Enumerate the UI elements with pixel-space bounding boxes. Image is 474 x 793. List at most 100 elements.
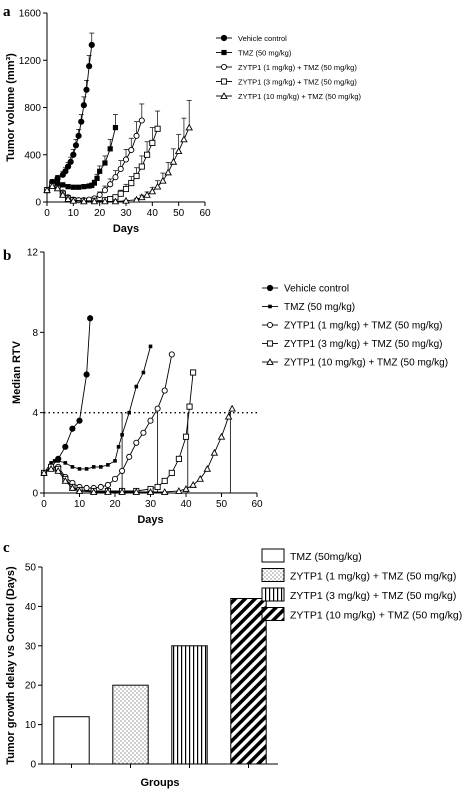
data-point-zytp1-1-mg-kg-tmz-50-mg-kg	[111, 475, 119, 482]
data-point-zytp1-3-mg-kg-tmz-50-mg-kg	[186, 403, 193, 410]
x-tick-label: 20	[94, 208, 106, 219]
data-point-zytp1-10-mg-kg-tmz-50-mg-kg	[189, 481, 197, 488]
data-point-zytp1-10-mg-kg-tmz-50-mg-kg	[89, 488, 98, 495]
data-point-vehicle-control	[62, 168, 69, 175]
y-tick-label: 0	[32, 489, 38, 500]
data-point-zytp1-10-mg-kg-tmz-50-mg-kg	[47, 464, 55, 472]
legend-marker-filled-circle-1	[266, 284, 274, 292]
legend-swatch-dots	[261, 568, 285, 582]
data-point-zytp1-3-mg-kg-tmz-50-mg-kg	[133, 172, 140, 180]
x-tick-label: 30	[120, 208, 132, 219]
data-point-tmz-50-mg-kg	[94, 175, 100, 181]
legend-label-zytp1-10-mg-kg-tmz-50-mg-kg: ZYTP1 (10 mg/kg) + TMZ (50 mg/kg)	[290, 610, 462, 622]
data-point-zytp1-10-mg-kg-tmz-50-mg-kg	[138, 193, 146, 201]
legend-marker-open-square-4	[266, 340, 274, 347]
data-point-zytp1-10-mg-kg-tmz-50-mg-kg	[174, 147, 183, 155]
legend-label-tmz-50mg-kg: TMZ (50mg/kg)	[290, 551, 362, 563]
y-axis-title: Tumor volume (mm³)	[5, 53, 17, 162]
data-point-tmz-50-mg-kg	[99, 465, 103, 469]
data-point-zytp1-1-mg-kg-tmz-50-mg-kg	[107, 181, 114, 188]
data-point-zytp1-10-mg-kg-tmz-50-mg-kg	[182, 485, 190, 492]
data-point-zytp1-1-mg-kg-tmz-50-mg-kg	[168, 351, 175, 358]
data-point-zytp1-1-mg-kg-tmz-50-mg-kg	[122, 156, 130, 163]
data-point-vehicle-control	[64, 163, 72, 170]
data-point-tmz-50-mg-kg	[76, 184, 82, 190]
data-point-tmz-50-mg-kg	[102, 160, 108, 166]
legend-marker-open-circle-3	[220, 63, 228, 71]
data-point-zytp1-10-mg-kg-tmz-50-mg-kg	[143, 190, 151, 198]
data-point-zytp1-1-mg-kg-tmz-50-mg-kg	[97, 483, 104, 491]
data-point-tmz-50-mg-kg	[113, 459, 117, 463]
data-point-zytp1-1-mg-kg-tmz-50-mg-kg	[83, 484, 90, 492]
legend-label-zytp1-3-mg-kg-tmz-50-mg-kg: ZYTP1 (3 mg/kg) + TMZ (50 mg/kg)	[238, 78, 357, 87]
data-point-zytp1-1-mg-kg-tmz-50-mg-kg	[154, 405, 161, 412]
data-point-zytp1-10-mg-kg-tmz-50-mg-kg	[61, 477, 70, 484]
data-point-zytp1-3-mg-kg-tmz-50-mg-kg	[161, 477, 168, 485]
data-point-zytp1-10-mg-kg-tmz-50-mg-kg	[180, 135, 188, 143]
data-point-zytp1-10-mg-kg-tmz-50-mg-kg	[43, 186, 51, 194]
data-point-zytp1-10-mg-kg-tmz-50-mg-kg	[69, 196, 78, 204]
data-point-tmz-50-mg-kg	[127, 410, 131, 415]
x-tick-label: 10	[74, 499, 86, 510]
data-point-zytp1-1-mg-kg-tmz-50-mg-kg	[112, 174, 119, 181]
y-tick-label: 30	[25, 641, 37, 652]
data-point-tmz-50-mg-kg	[134, 384, 139, 389]
data-point-vehicle-control	[78, 118, 85, 125]
data-point-tmz-50-mg-kg	[91, 465, 96, 469]
data-point-zytp1-10-mg-kg-tmz-50-mg-kg	[224, 412, 233, 420]
panel-b-line-chart: 0 10 20 30 40 50 60 0 4 8 12 Days Median RTV Vehicle …	[11, 248, 448, 527]
data-point-zytp1-10-mg-kg-tmz-50-mg-kg	[196, 475, 204, 482]
data-point-tmz-50-mg-kg	[107, 146, 113, 152]
data-point-zytp1-1-mg-kg-tmz-50-mg-kg	[96, 191, 103, 198]
y-tick-label: 800	[24, 103, 41, 114]
data-point-vehicle-control	[87, 315, 94, 322]
data-point-zytp1-10-mg-kg-tmz-50-mg-kg	[122, 196, 130, 204]
data-point-tmz-50-mg-kg	[60, 182, 66, 188]
data-point-zytp1-3-mg-kg-tmz-50-mg-kg	[117, 190, 124, 197]
data-point-vehicle-control	[72, 142, 80, 149]
data-point-zytp1-1-mg-kg-tmz-50-mg-kg	[147, 417, 154, 424]
data-point-zytp1-10-mg-kg-tmz-50-mg-kg	[75, 487, 84, 494]
data-point-tmz-50-mg-kg	[77, 467, 82, 471]
y-tick-label: 0	[30, 760, 36, 771]
bar-zytp1-3-mg-kg-tmz-50-mg-kg	[171, 645, 208, 765]
legend-label-vehicle-control: Vehicle control	[238, 34, 287, 43]
data-point-tmz-50-mg-kg	[106, 463, 110, 467]
data-point-zytp1-10-mg-kg-tmz-50-mg-kg	[203, 464, 212, 472]
legend-label-zytp1-1-mg-kg-tmz-50-mg-kg: ZYTP1 (1 mg/kg) + TMZ (50 mg/kg)	[284, 321, 442, 332]
data-point-zytp1-10-mg-kg-tmz-50-mg-kg	[169, 157, 178, 165]
y-tick-label: 40	[25, 602, 37, 613]
data-point-zytp1-10-mg-kg-tmz-50-mg-kg	[48, 182, 57, 189]
legend-label-zytp1-10-mg-kg-tmz-50-mg-kg: ZYTP1 (10 mg/kg) + TMZ (50 mg/kg)	[238, 92, 362, 101]
data-point-zytp1-3-mg-kg-tmz-50-mg-kg	[154, 125, 161, 132]
panel-letter-a: a	[3, 4, 11, 20]
data-point-tmz-50-mg-kg	[148, 344, 153, 349]
data-point-zytp1-10-mg-kg-tmz-50-mg-kg	[59, 190, 67, 198]
data-point-tmz-50-mg-kg	[120, 432, 124, 437]
legend-marker-open-triangle-5	[220, 92, 228, 99]
data-point-zytp1-1-mg-kg-tmz-50-mg-kg	[140, 429, 147, 436]
data-point-zytp1-1-mg-kg-tmz-50-mg-kg	[117, 165, 124, 172]
legend-label-tmz-50-mg-kg: TMZ (50 mg/kg)	[284, 302, 355, 313]
data-point-tmz-50-mg-kg	[81, 184, 87, 190]
data-point-zytp1-3-mg-kg-tmz-50-mg-kg	[175, 455, 182, 462]
data-point-tmz-50-mg-kg	[89, 182, 95, 189]
data-point-tmz-50-mg-kg	[54, 180, 61, 186]
y-tick-label: 12	[27, 248, 39, 259]
data-point-zytp1-1-mg-kg-tmz-50-mg-kg	[133, 132, 140, 139]
data-point-vehicle-control	[83, 371, 90, 378]
data-point-tmz-50-mg-kg	[70, 184, 76, 190]
data-point-zytp1-10-mg-kg-tmz-50-mg-kg	[53, 184, 62, 192]
series-line-vehicle-control	[43, 318, 91, 474]
data-point-vehicle-control	[80, 102, 87, 109]
data-point-zytp1-10-mg-kg-tmz-50-mg-kg	[153, 182, 162, 190]
data-point-zytp1-10-mg-kg-tmz-50-mg-kg	[159, 176, 167, 184]
data-point-tmz-50-mg-kg	[141, 370, 146, 375]
legend-marker-open-triangle-5	[266, 358, 274, 365]
data-point-zytp1-10-mg-kg-tmz-50-mg-kg	[132, 195, 141, 203]
y-tick-label: 20	[25, 681, 37, 692]
y-tick-label: 8	[32, 328, 38, 339]
x-tick-label: 60	[251, 499, 263, 510]
series-line-zytp1-10-mg-kg-tmz-50-mg-kg	[43, 408, 233, 493]
data-point-zytp1-10-mg-kg-tmz-50-mg-kg	[132, 488, 141, 495]
